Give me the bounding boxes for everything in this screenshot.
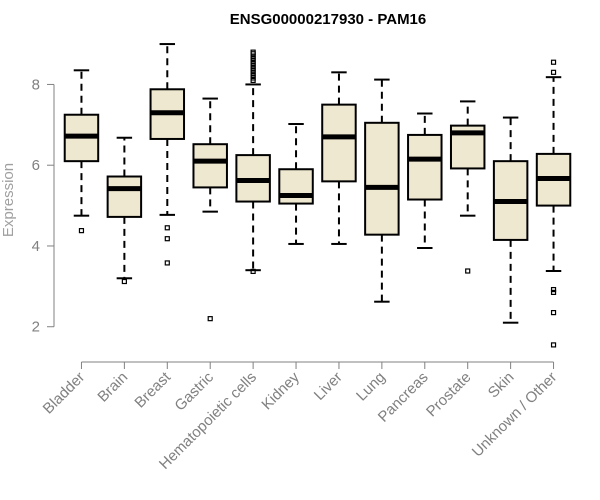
outlier-point xyxy=(164,260,170,266)
y-tick-label: 2 xyxy=(32,319,40,336)
outlier-point xyxy=(78,228,85,234)
outlier-point xyxy=(121,278,127,285)
box-skin xyxy=(492,116,529,324)
y-tick-label: 4 xyxy=(32,238,40,255)
x-tick-label: Lung xyxy=(353,369,389,405)
outlier-point xyxy=(207,316,213,322)
box-breast xyxy=(149,43,186,266)
outlier-point xyxy=(164,225,170,231)
y-tick-label: 6 xyxy=(32,157,40,174)
x-tick-label: Kidney xyxy=(258,368,303,413)
y-axis-label: Expression xyxy=(0,163,17,237)
x-tick-label: Breast xyxy=(131,368,174,411)
x-tick-label: Prostate xyxy=(423,369,475,421)
box-prostate xyxy=(449,100,486,274)
iqr-box xyxy=(321,103,357,183)
iqr-box xyxy=(106,175,143,218)
y-tick-label: 8 xyxy=(32,76,40,93)
outlier-point xyxy=(550,59,557,65)
chart-title: ENSG00000217930 - PAM16 xyxy=(230,11,427,28)
box-hematopoietic-cells xyxy=(235,49,271,275)
outlier-point xyxy=(164,236,170,242)
x-tick-label: Liver xyxy=(311,369,346,404)
boxes-group xyxy=(63,43,572,348)
box-liver xyxy=(321,71,357,245)
box-bladder xyxy=(63,69,100,234)
iqr-box xyxy=(278,168,314,205)
outlier-point xyxy=(550,289,557,296)
iqr-box xyxy=(192,143,228,189)
outlier-point xyxy=(250,49,256,55)
outlier-point xyxy=(550,286,557,293)
outlier-point xyxy=(550,69,557,75)
iqr-box xyxy=(364,121,400,236)
outlier-point xyxy=(250,268,256,275)
outlier-point xyxy=(550,309,557,316)
outlier-point xyxy=(550,342,557,348)
box-gastric xyxy=(192,97,228,322)
x-tick-label: Brain xyxy=(94,369,131,406)
x-tick-label: Skin xyxy=(485,369,518,402)
iqr-box xyxy=(407,133,443,201)
outlier-point xyxy=(465,268,471,274)
box-kidney xyxy=(278,123,314,245)
box-brain xyxy=(106,136,143,285)
box-unknown-other xyxy=(535,59,572,348)
box-pancreas xyxy=(407,112,443,249)
x-tick-label: Bladder xyxy=(40,369,89,418)
y-axis: 2 4 6 8 xyxy=(32,76,55,336)
box-lung xyxy=(364,78,400,303)
